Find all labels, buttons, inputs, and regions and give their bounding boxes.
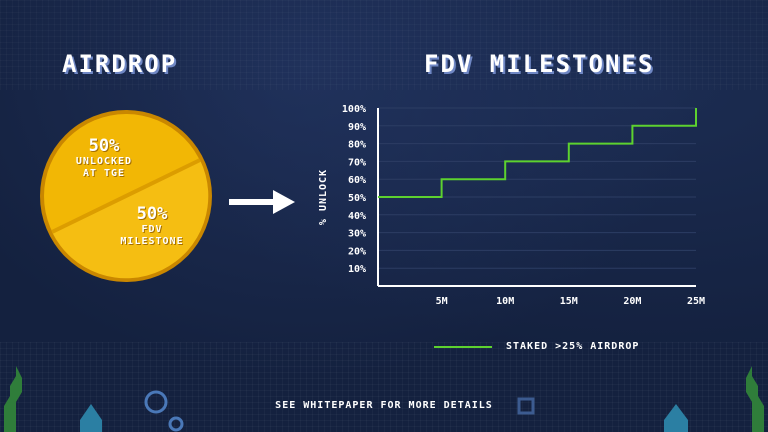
footer-note: SEE WHITEPAPER FOR MORE DETAILS [275,400,493,411]
y-tick-label: 20% [348,246,366,257]
right-plant-icon [746,366,764,432]
pixel-pattern-top [0,0,768,90]
y-tick-label: 10% [348,264,366,275]
ticks-layer: 10% 20% 30% 40% 50% 60% 70% 80% 90% 100% 5M 10M 15M 2… [342,104,705,307]
airdrop-pie-chart: 50% UNLOCKED AT TGE 50% FDV MILESTONE [38,108,214,284]
arrow-right-icon [229,190,295,214]
pie-svg [40,110,212,282]
pixel-pattern-bottom [0,342,768,432]
x-tick-label: 25M [687,296,705,307]
x-tick-label: 20M [623,296,641,307]
x-tick-label: 15M [560,296,578,307]
left-coral-icon [80,404,102,432]
chart-legend: STAKED >25% AIRDROP [434,341,639,352]
y-tick-label: 30% [348,229,366,240]
grid-layer [378,107,696,269]
y-tick-label: 80% [348,140,366,151]
pie-divider [51,158,201,234]
pie-label-milestone: 50% FDV MILESTONE [108,204,196,248]
fdv-milestones-chart: 10% 20% 30% 40% 50% 60% 70% 80% 90% 100% 5M 10M 15M 2… [342,104,705,307]
y-tick-label: 90% [348,122,366,133]
pie-label-milestone-text: FDV MILESTONE [120,224,184,247]
pie-label-unlocked-pct: 50% [88,136,120,156]
bubbles-icon [144,390,184,432]
y-tick-label: 70% [348,157,366,168]
series-layer [378,108,697,198]
right-coral-icon [664,404,688,432]
legend-swatch [434,345,492,348]
fdv-milestones-heading: FDV MILESTONES [424,50,655,78]
y-tick-label: 100% [342,104,366,115]
x-tick-label: 5M [436,296,448,307]
airdrop-heading: AIRDROP [62,50,178,78]
pie-label-unlocked: 50% UNLOCKED AT TGE [60,136,148,180]
y-tick-label: 60% [348,175,366,186]
pie-label-unlocked-text: UNLOCKED AT TGE [75,156,133,179]
x-tick-label: 10M [496,296,514,307]
left-plant-icon [4,366,22,432]
pie-slice-milestone [52,160,209,279]
series-line-staked [378,108,697,198]
small-bubble-icon [517,397,535,415]
legend-label: STAKED >25% AIRDROP [506,341,640,352]
pie-label-milestone-pct: 50% [136,204,168,224]
y-tick-label: 40% [348,211,366,222]
y-tick-label: 50% [348,193,366,204]
